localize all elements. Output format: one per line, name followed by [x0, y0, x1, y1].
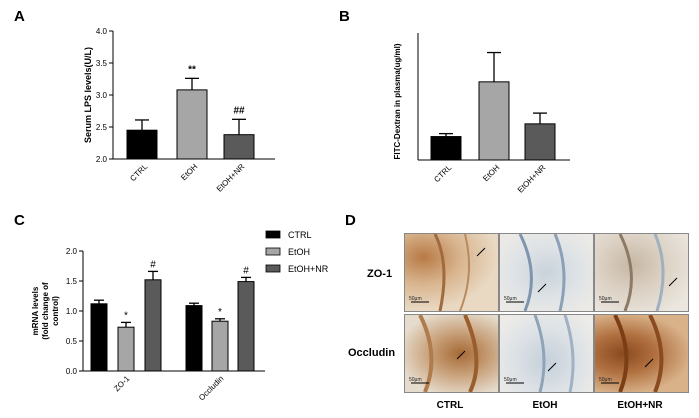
bar — [185, 305, 203, 372]
micrograph-occludin-etoh-nr: 50μm — [594, 314, 689, 393]
y-axis-label: mRNA levels — [31, 286, 40, 335]
panel-label-c: C — [14, 212, 25, 229]
bar — [90, 303, 108, 372]
y-axis-label: (fold change of — [41, 282, 50, 340]
x-tick-label: EtOH+NR — [215, 162, 247, 194]
col-label-ctrl: CTRL — [436, 400, 464, 411]
x-tick-label: CTRL — [128, 162, 150, 184]
y-tick-label: 2.5 — [96, 123, 108, 132]
bar — [478, 81, 510, 161]
legend-label: EtOH — [288, 247, 310, 257]
y-axis-label: FITC-Dextran in plasma(ug/ml) — [393, 43, 402, 159]
y-tick-label: 0.5 — [66, 337, 78, 346]
x-tick-label: CTRL — [432, 163, 454, 185]
scale-bar-label: 50μm — [409, 377, 422, 383]
scale-bar-label: 50μm — [504, 377, 517, 383]
micrograph-occludin-ctrl: 50μm — [404, 314, 499, 393]
x-tick-label: EtOH — [481, 163, 501, 183]
scale-bar-label: 50μm — [409, 296, 422, 302]
significance-label: # — [243, 265, 249, 276]
significance-label: * — [124, 310, 128, 321]
micrograph-zo1-ctrl: 50μm — [404, 233, 499, 312]
micrograph-zo1-etoh: 50μm — [499, 233, 594, 312]
x-tick-label: EtOH — [179, 162, 199, 182]
legend-swatch — [265, 264, 281, 273]
bar — [524, 123, 556, 161]
scale-bar-label: 50μm — [504, 296, 517, 302]
y-tick-label: 2.0 — [96, 155, 108, 164]
micrograph-occludin-etoh: 50μm — [499, 314, 594, 393]
significance-label: * — [218, 307, 222, 318]
micrograph-zo1-etoh-nr: 50μm — [594, 233, 689, 312]
y-tick-label: 3.0 — [96, 91, 108, 100]
scale-bar-label: 50μm — [599, 296, 612, 302]
bar — [176, 89, 208, 160]
col-label-etoh-nr: EtOH+NR — [617, 400, 663, 411]
bar — [211, 320, 229, 372]
bar — [144, 279, 162, 372]
panel-label-b: B — [339, 8, 350, 25]
row-label-zo1: ZO-1 — [367, 268, 393, 280]
scale-bar-label: 50μm — [599, 377, 612, 383]
y-tick-label: 0.0 — [66, 367, 78, 376]
legend-swatch — [265, 230, 281, 239]
y-tick-label: 2.0 — [66, 247, 78, 256]
y-axis-label: Serum LPS levels(U/L) — [83, 47, 93, 143]
y-axis-label: control) — [51, 296, 60, 326]
y-tick-label: 4.0 — [96, 27, 108, 36]
x-tick-label: ZO-1 — [112, 374, 132, 394]
panel-label-d: D — [345, 212, 356, 229]
bar — [117, 326, 135, 372]
y-tick-label: 3.5 — [96, 59, 108, 68]
legend-label: EtOH+NR — [288, 264, 329, 274]
legend-swatch — [265, 247, 281, 256]
bar — [223, 134, 255, 160]
legend-label: CTRL — [288, 230, 312, 240]
y-tick-label: 1.0 — [66, 307, 78, 316]
panel-label-a: A — [14, 8, 25, 25]
col-label-etoh: EtOH — [532, 400, 558, 411]
bar — [430, 136, 462, 161]
row-label-occludin: Occludin — [348, 347, 396, 359]
significance-label: ## — [233, 105, 245, 116]
y-tick-label: 1.5 — [66, 277, 78, 286]
x-tick-label: Occludin — [197, 374, 225, 402]
significance-label: # — [150, 259, 156, 270]
x-tick-label: EtOH+NR — [516, 163, 548, 195]
bar — [237, 281, 255, 372]
bar — [126, 129, 158, 160]
significance-label: ** — [188, 64, 196, 75]
